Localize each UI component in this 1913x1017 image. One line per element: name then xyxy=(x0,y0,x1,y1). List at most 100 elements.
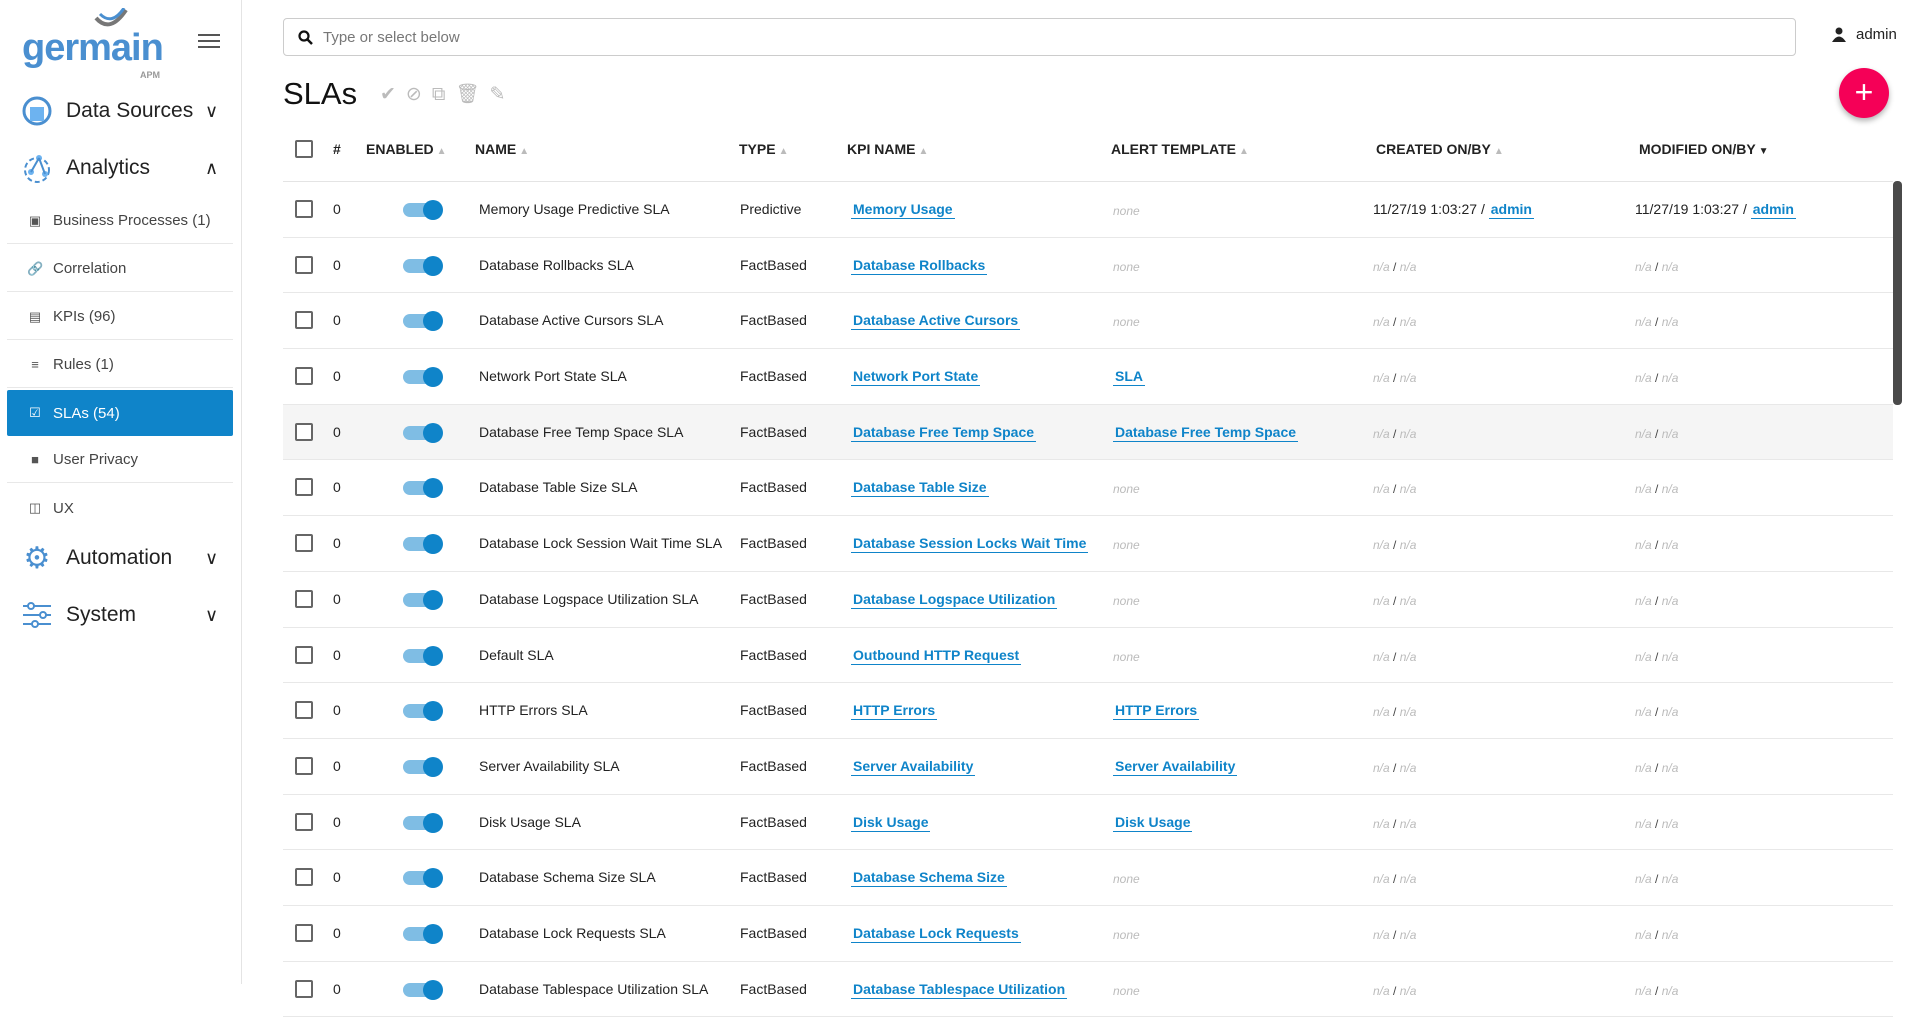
kpi-link[interactable]: Database Session Locks Wait Time xyxy=(851,535,1089,554)
table-row[interactable]: 0 HTTP Errors SLA FactBased HTTP Errors HTTP… xyxy=(283,683,1893,739)
copy-icon[interactable]: ⧉ xyxy=(431,84,446,105)
header-created[interactable]: CREATED ON/BY ▲︎ xyxy=(1376,141,1504,157)
row-checkbox[interactable] xyxy=(295,868,313,887)
search-box[interactable] xyxy=(283,18,1796,56)
sidebar-item-user-privacy[interactable]: ■ User Privacy xyxy=(7,437,233,483)
sidebar-section-automation[interactable]: ⚙ Automation ∨ xyxy=(20,538,225,578)
table-row[interactable]: 0 Database Free Temp Space SLA FactBased Da… xyxy=(283,404,1893,461)
sidebar-item-rules[interactable]: ≡ Rules (1) xyxy=(7,342,233,388)
row-checkbox[interactable] xyxy=(295,701,313,720)
sidebar-section-system[interactable]: System ∨ xyxy=(20,595,225,635)
kpi-link[interactable]: Disk Usage xyxy=(851,813,931,832)
sidebar-item-ux[interactable]: ◫ UX xyxy=(7,485,233,531)
alert-template-link[interactable]: SLA xyxy=(1113,368,1145,387)
sidebar-item-slas[interactable]: ☑ SLAs (54) xyxy=(7,390,233,436)
table-row[interactable]: 0 Database Lock Session Wait Time SLA Fact… xyxy=(283,516,1893,572)
row-checkbox[interactable] xyxy=(295,311,313,330)
germain-logo[interactable]: germain APM xyxy=(22,8,172,80)
row-checkbox[interactable] xyxy=(295,200,313,218)
kpi-link[interactable]: Outbound HTTP Request xyxy=(851,646,1022,665)
enabled-toggle[interactable] xyxy=(403,367,443,388)
enabled-toggle[interactable] xyxy=(403,812,443,833)
header-alert-template[interactable]: ALERT TEMPLATE ▲︎ xyxy=(1111,141,1249,157)
sidebar-item-kpis[interactable]: ▤ KPIs (96) xyxy=(7,294,233,340)
chevron-up-icon[interactable]: ∧ xyxy=(205,157,219,178)
enabled-toggle[interactable] xyxy=(403,422,443,443)
table-row[interactable]: 0 Disk Usage SLA FactBased Disk Usage Disk U… xyxy=(283,795,1893,851)
enabled-toggle[interactable] xyxy=(403,478,443,499)
scrollbar[interactable] xyxy=(1893,181,1902,405)
chevron-down-icon[interactable]: ∨ xyxy=(205,547,219,568)
enabled-toggle[interactable] xyxy=(403,534,443,555)
table-row[interactable]: 0 Database Logspace Utilization SLA FactBa… xyxy=(283,572,1893,628)
table-row[interactable]: 0 Database Rollbacks SLA FactBased Database… xyxy=(283,238,1893,294)
table-row[interactable]: 0 Memory Usage Predictive SLA Predictive Me… xyxy=(283,182,1893,238)
table-row[interactable]: 0 Database Table Size SLA FactBased Databas… xyxy=(283,460,1893,517)
enable-check-icon[interactable]: ✔︎ xyxy=(380,84,396,105)
disable-ban-icon[interactable]: ⊘ xyxy=(405,84,422,105)
kpi-link[interactable]: Database Table Size xyxy=(851,479,989,498)
kpi-link[interactable]: Database Logspace Utilization xyxy=(851,590,1058,609)
alert-template-link[interactable]: Disk Usage xyxy=(1113,813,1193,832)
created-on-by-user-link[interactable]: admin xyxy=(1488,201,1534,219)
row-checkbox[interactable] xyxy=(295,367,313,386)
row-checkbox[interactable] xyxy=(295,979,313,998)
hamburger-menu-icon[interactable] xyxy=(198,34,220,50)
edit-pencil-icon[interactable]: ✎ xyxy=(489,84,506,105)
sidebar-item-business-processes[interactable]: ▣ Business Processes (1) xyxy=(7,198,233,244)
chevron-down-icon[interactable]: ∨ xyxy=(205,604,219,625)
table-row[interactable]: 0 Database Lock Requests SLA FactBased Data… xyxy=(283,906,1893,962)
user-menu[interactable]: admin xyxy=(1832,26,1897,43)
select-all-checkbox[interactable] xyxy=(295,140,313,158)
row-checkbox[interactable] xyxy=(295,255,313,274)
enabled-toggle[interactable] xyxy=(403,645,443,666)
table-row[interactable]: 0 Network Port State SLA FactBased Network … xyxy=(283,349,1893,405)
row-checkbox[interactable] xyxy=(295,589,313,608)
alert-template-link[interactable]: Server Availability xyxy=(1113,757,1238,776)
enabled-toggle[interactable] xyxy=(403,701,443,722)
header-type[interactable]: TYPE ▲︎ xyxy=(739,141,789,157)
sidebar-item-correlation[interactable]: 🔗 Correlation xyxy=(7,246,233,292)
kpi-link[interactable]: HTTP Errors xyxy=(851,702,938,721)
row-checkbox[interactable] xyxy=(295,422,313,441)
chevron-down-icon[interactable]: ∨ xyxy=(205,100,219,121)
kpi-link[interactable]: Database Schema Size xyxy=(851,869,1007,888)
row-checkbox[interactable] xyxy=(295,923,313,942)
header-kpi-name[interactable]: KPI NAME ▲︎ xyxy=(847,141,929,157)
kpi-link[interactable]: Database Tablespace Utilization xyxy=(851,980,1068,999)
header-enabled[interactable]: ENABLED ▲︎ xyxy=(366,141,447,157)
enabled-toggle[interactable] xyxy=(403,923,443,944)
enabled-toggle[interactable] xyxy=(403,255,443,276)
table-row[interactable]: 0 Server Availability SLA FactBased Server … xyxy=(283,739,1893,795)
sidebar-section-data-sources[interactable]: Data Sources ∨ xyxy=(20,91,225,131)
alert-template-link[interactable]: HTTP Errors xyxy=(1113,702,1200,721)
enabled-toggle[interactable] xyxy=(403,979,443,1000)
trash-icon[interactable]: 🗑︎ xyxy=(455,84,480,105)
kpi-link[interactable]: Network Port State xyxy=(851,368,981,387)
modified-on-by-user-link[interactable]: admin xyxy=(1750,201,1796,219)
sidebar-section-analytics[interactable]: Analytics ∧ xyxy=(20,148,225,188)
row-checkbox[interactable] xyxy=(295,756,313,775)
enabled-toggle[interactable] xyxy=(403,756,443,777)
kpi-link[interactable]: Server Availability xyxy=(851,757,976,776)
enabled-toggle[interactable] xyxy=(403,200,443,220)
header-name[interactable]: NAME ▲︎ xyxy=(475,141,530,157)
kpi-link[interactable]: Database Lock Requests xyxy=(851,924,1021,943)
search-input[interactable] xyxy=(323,28,1795,46)
row-checkbox[interactable] xyxy=(295,812,313,831)
add-sla-button[interactable]: + xyxy=(1839,68,1889,118)
enabled-toggle[interactable] xyxy=(403,311,443,332)
enabled-toggle[interactable] xyxy=(403,589,443,610)
table-row[interactable]: 0 Database Schema Size SLA FactBased Databa… xyxy=(283,850,1893,906)
table-row[interactable]: 0 Database Active Cursors SLA FactBased Dat… xyxy=(283,293,1893,350)
kpi-link[interactable]: Database Active Cursors xyxy=(851,312,1021,331)
row-checkbox[interactable] xyxy=(295,534,313,553)
kpi-link[interactable]: Database Rollbacks xyxy=(851,256,988,275)
table-row[interactable]: 0 Default SLA FactBased Outbound HTTP Reque… xyxy=(283,628,1893,684)
kpi-link[interactable]: Database Free Temp Space xyxy=(851,423,1037,442)
alert-template-link[interactable]: Database Free Temp Space xyxy=(1113,423,1299,442)
table-row[interactable]: 0 Database Tablespace Utilization SLA Fact… xyxy=(283,962,1893,1017)
header-modified[interactable]: MODIFIED ON/BY ▼︎ xyxy=(1639,141,1769,157)
row-checkbox[interactable] xyxy=(295,478,313,497)
row-checkbox[interactable] xyxy=(295,645,313,664)
